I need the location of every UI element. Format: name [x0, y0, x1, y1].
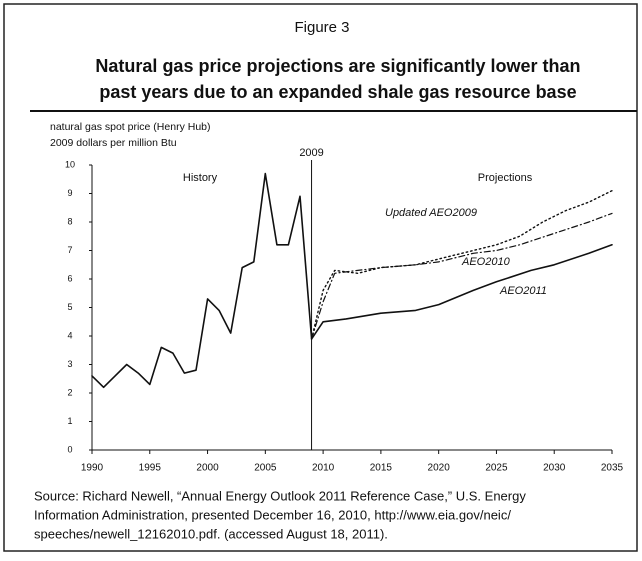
- source-text: Source: Richard Newell, “Annual Energy O…: [34, 488, 526, 503]
- y-tick-label: 8: [67, 216, 72, 226]
- x-tick-label: 2010: [312, 463, 335, 474]
- annotation: History: [183, 172, 218, 184]
- y-tick-label: 9: [67, 188, 72, 198]
- figure-border: [3, 3, 638, 552]
- chart-title: past years due to an expanded shale gas …: [99, 82, 576, 102]
- x-tick-label: 2025: [485, 463, 508, 474]
- x-tick-label: 2015: [370, 463, 393, 474]
- x-tick-label: 1990: [81, 463, 104, 474]
- y-tick-label: 7: [67, 245, 72, 255]
- source-text: Information Administration, presented De…: [34, 507, 511, 522]
- series-label: AEO2010: [461, 256, 511, 268]
- y-tick-label: 4: [67, 330, 72, 340]
- figure-label: Figure 3: [294, 19, 349, 36]
- chart-title: Natural gas price projections are signif…: [95, 56, 580, 76]
- divider-label: 2009: [299, 147, 323, 159]
- series-line: [310, 189, 613, 340]
- y-tick-label: 3: [67, 359, 72, 369]
- series-line: [91, 172, 313, 389]
- series-line: [311, 212, 613, 340]
- x-tick-label: 2000: [196, 463, 219, 474]
- series-label: Updated AEO2009: [385, 207, 477, 219]
- x-tick-label: 2035: [601, 463, 624, 474]
- y-tick-label: 6: [67, 273, 72, 283]
- y-axis-label: 2009 dollars per million Btu: [50, 137, 177, 149]
- x-tick-label: 2020: [428, 463, 451, 474]
- source-text: speeches/newell_12162010.pdf. (accessed …: [34, 526, 388, 541]
- y-tick-label: 0: [67, 444, 72, 454]
- y-tick-label: 10: [65, 159, 75, 169]
- x-tick-label: 2005: [254, 463, 277, 474]
- x-tick-label: 2030: [543, 463, 566, 474]
- x-tick-label: 1995: [139, 463, 162, 474]
- y-axis-label: natural gas spot price (Henry Hub): [50, 121, 211, 133]
- y-tick-label: 1: [67, 416, 72, 426]
- y-tick-label: 2: [67, 387, 72, 397]
- series-line: [310, 244, 613, 340]
- series-label: AEO2011: [499, 285, 547, 297]
- annotation: Projections: [478, 172, 533, 184]
- y-tick-label: 5: [67, 302, 72, 312]
